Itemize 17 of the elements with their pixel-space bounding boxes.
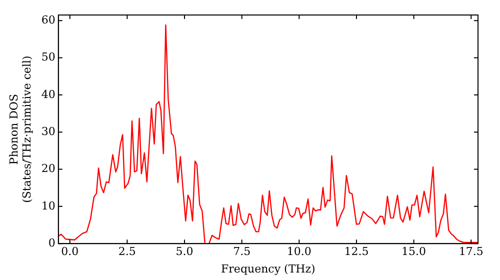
y-tick-label: 40 <box>41 88 56 101</box>
y-tick-label: 0 <box>48 236 56 250</box>
x-tick-label: 0.0 <box>61 245 79 258</box>
y-tick-label: 20 <box>41 162 56 176</box>
x-tick-label: 15.0 <box>402 245 426 258</box>
y-tick-label: 60 <box>41 13 56 26</box>
x-tick-label: 7.5 <box>233 245 251 258</box>
x-tick-label: 12.5 <box>344 245 369 258</box>
y-axis-title: Phonon DOS (States/THz·primitive cell) <box>7 56 34 203</box>
y-tick-label: 50 <box>41 50 56 64</box>
x-tick-label: 10.0 <box>286 245 312 258</box>
x-axis-title: Frequency (THz) <box>221 262 316 276</box>
x-tick-label: 5.0 <box>176 245 194 258</box>
y-tick-label: 10 <box>41 199 56 212</box>
y-tick-label: 30 <box>41 124 56 138</box>
x-tick-label: 2.5 <box>118 245 136 258</box>
x-tick-label: 17.5 <box>458 245 484 258</box>
